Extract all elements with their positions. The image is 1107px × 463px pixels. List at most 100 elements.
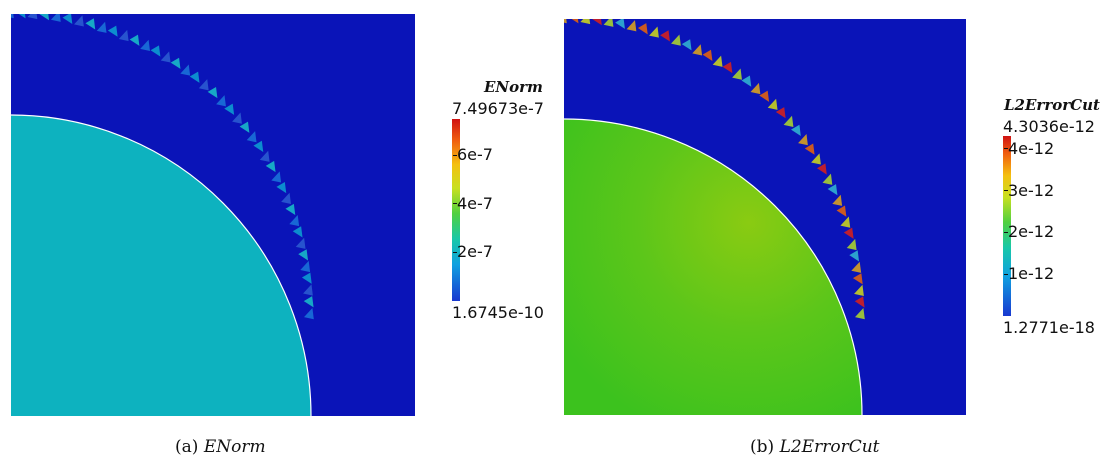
boundary-artifact [303,284,313,296]
boundary-artifact [292,226,303,238]
boundary-artifact [50,14,61,22]
boundary-artifact [232,112,242,124]
interface-curve-a [11,114,312,416]
boundary-artifact [96,21,107,33]
boundary-artifact [767,98,778,110]
boundary-artifact [27,14,38,20]
caption-b-label: (b) [750,437,775,457]
boundary-artifact [775,107,786,119]
boundary-artifact [239,121,250,133]
boundary-artifact [85,18,96,30]
boundary-artifact [854,284,864,296]
colorbar-tick-b-1: 3e-12 [1003,180,1055,200]
boundary-artifact [207,86,218,99]
colorbar-tick-b-2: 2e-12 [1003,222,1055,242]
caption-b-name: L2ErrorCut [779,437,880,457]
colorbar-max-b: 4.3036e-12 [1003,117,1095,136]
boundary-artifact [712,55,723,67]
boundary-artifact [18,14,26,19]
boundary-artifact [303,296,314,308]
boundary-artifact [118,29,129,42]
colorbar-min-b: 1.2771e-18 [1003,318,1095,337]
boundary-artifact [592,19,602,26]
boundary-artifact [843,227,854,239]
boundary-artifact [822,173,833,185]
boundary-artifact [732,68,742,80]
boundary-artifact [74,15,84,27]
boundary-artifact [855,308,865,320]
boundary-artifact [224,103,235,115]
disk-b [564,119,862,415]
interface-curve-b [564,118,863,415]
boundary-artifact [854,296,865,308]
boundary-artifact [580,19,591,25]
boundary-artifact [216,95,226,107]
colorbar-title-a: ENorm [484,78,543,96]
boundary-artifact [791,124,801,136]
boundary-artifact [11,14,14,19]
boundary-artifact [851,261,862,273]
boundary-artifact [259,150,270,162]
boundary-artifact [129,34,140,46]
colorbar-a [452,119,460,301]
boundary-artifact [301,272,312,284]
boundary-artifact [300,260,311,273]
boundary-artifact [637,23,648,35]
colorbar-tick-a-1: 4e-7 [453,193,493,213]
boundary-artifact [246,131,257,143]
boundary-artifact [253,140,264,152]
caption-a-name: ENorm [203,437,266,457]
boundary-artifact [750,82,761,95]
boundary-artifact [741,75,752,87]
boundary-artifact [722,61,733,74]
caption-a: (a) ENorm [175,437,266,457]
boundary-artifact [671,34,681,46]
boundary-artifact [564,19,567,24]
boundary-artifact [660,30,670,42]
boundary-artifact [846,238,857,251]
boundary-artifact [281,192,291,205]
boundary-artifact [180,64,191,76]
boundary-artifact [289,214,300,227]
boundary-artifact [649,26,659,38]
colorbar-min-a: 1.6745e-10 [452,303,544,322]
boundary-artifact [852,273,863,285]
colorbar-title-b: L2ErrorCut [1004,96,1100,114]
boundary-artifact [615,19,625,29]
boundary-artifact [840,216,851,228]
boundary-artifact [265,160,276,173]
boundary-artifact [759,90,770,102]
boundary-artifact [304,308,314,320]
boundary-artifact [692,44,703,56]
boundary-artifact [849,250,860,262]
boundary-artifacts-a [11,14,314,320]
boundary-artifact [295,237,306,249]
disk-a [11,115,311,416]
colorbar-b [1003,136,1011,316]
boundary-artifact [702,49,713,61]
boundary-artifact [811,153,821,165]
boundary-artifact [198,79,209,91]
colorbar-tick-a-0: 6e-7 [453,145,493,165]
boundary-artifact [160,51,171,63]
boundary-artifact [836,205,847,217]
caption-a-label: (a) [175,437,199,457]
boundary-artifact [285,203,296,216]
boundary-artifact [298,249,309,261]
boundary-artifact [189,71,200,83]
boundary-artifact [804,143,815,155]
caption-b: (b) L2ErrorCut [750,437,879,457]
boundary-artifact [681,39,692,51]
boundary-artifact [62,14,73,24]
colorbar-max-a: 7.49673e-7 [452,99,544,118]
colorbar-tick-b-3: 1e-12 [1003,264,1055,284]
boundary-artifact [39,14,50,21]
boundary-artifact [107,25,118,37]
boundary-artifact [603,19,614,27]
plot-b [564,19,966,415]
boundary-artifact [832,194,843,206]
colorbar-tick-b-0: 4e-12 [1003,138,1055,158]
colorbar-tick-a-2: 2e-7 [453,242,493,262]
boundary-artifact [276,181,287,194]
boundary-artifact [798,134,808,146]
